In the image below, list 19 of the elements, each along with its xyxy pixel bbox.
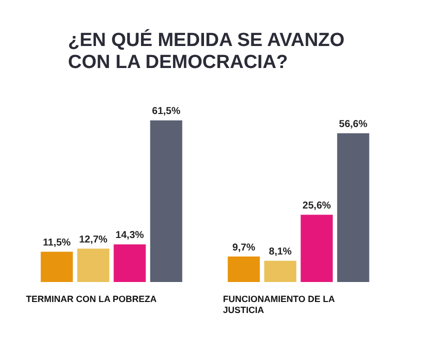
bar bbox=[228, 256, 260, 282]
data-label: 11,5% bbox=[42, 237, 71, 248]
data-label: 25,6% bbox=[302, 200, 332, 212]
bar bbox=[40, 251, 73, 282]
data-label: 14,3% bbox=[116, 230, 144, 241]
data-label: 56,6% bbox=[339, 118, 368, 130]
bar bbox=[150, 120, 182, 282]
bar bbox=[114, 244, 146, 282]
bar bbox=[337, 132, 370, 282]
data-label: 8,1% bbox=[268, 246, 292, 258]
data-label: 61,5% bbox=[152, 106, 180, 117]
bar bbox=[264, 260, 296, 282]
chart-title: ¿EN QUÉ MEDIDA SE AVANZO CON LA DEMOCRACIA? bbox=[68, 30, 346, 74]
data-label: 9,7% bbox=[232, 242, 256, 253]
bar bbox=[300, 214, 333, 282]
bar bbox=[77, 248, 110, 282]
data-label: 12,7% bbox=[79, 234, 108, 246]
x-tick-label: FUNCIONAMIENTO DE LA JUSTICIA bbox=[223, 294, 336, 318]
x-tick-label: TERMINAR CON LA POBREZA bbox=[26, 294, 158, 306]
